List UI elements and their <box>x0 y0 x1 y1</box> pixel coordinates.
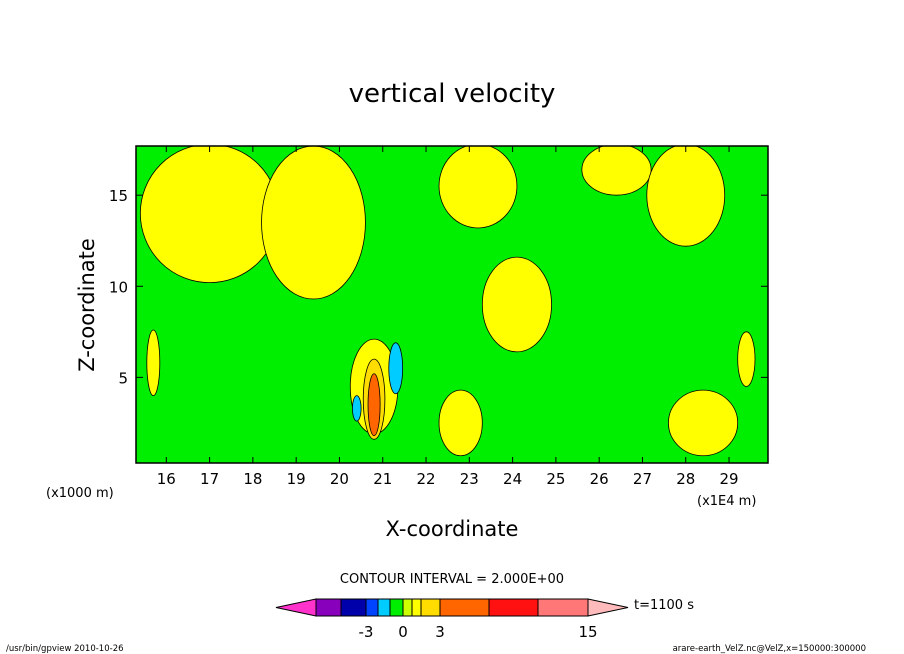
x-tick-label: 23 <box>460 470 479 488</box>
colorbar-segment <box>365 598 379 617</box>
contour-interval-label: CONTOUR INTERVAL = 2.000E+00 <box>340 572 564 587</box>
x-tick-label: 27 <box>633 470 652 488</box>
x-axis-label: X-coordinate <box>386 517 519 541</box>
contour-region-negative <box>352 395 362 422</box>
footer-left: /usr/bin/gpview 2010-10-26 <box>6 644 124 654</box>
x-unit-left: (x1000 m) <box>46 486 114 501</box>
colorbar-tick-label: 15 <box>578 623 597 641</box>
x-tick-label: 18 <box>243 470 262 488</box>
colorbar-upper-triangle <box>587 598 629 617</box>
x-tick-label: 26 <box>590 470 609 488</box>
colorbar-lower-triangle <box>275 598 317 617</box>
contour-region-positive <box>261 146 366 300</box>
x-unit-right: (x1E4 m) <box>697 494 756 509</box>
colorbar-segment <box>488 598 539 617</box>
colorbar-segment <box>315 598 342 617</box>
plot-area: 16 17 18 19 20 21 22 23 24 25 26 27 28 29 5 10 15 <box>109 145 769 488</box>
colorbar-segment <box>377 598 391 617</box>
x-tick-label: 28 <box>676 470 695 488</box>
contour-region-positive <box>481 256 552 353</box>
colorbar-tick-label: 0 <box>398 623 408 641</box>
x-tick-label: 20 <box>330 470 349 488</box>
contour-region-positive <box>139 146 280 284</box>
x-tick-label: 21 <box>373 470 392 488</box>
colorbar-tick-label: 3 <box>435 623 445 641</box>
contour-region-positive <box>737 331 756 387</box>
colorbar-segment <box>389 598 404 617</box>
contour-region-positive <box>438 389 483 457</box>
time-label: t=1100 s <box>634 598 694 613</box>
y-tick-label: 10 <box>109 278 128 296</box>
x-tick-label: 22 <box>416 470 435 488</box>
x-tick-label: 19 <box>287 470 306 488</box>
colorbar-segment <box>411 598 422 617</box>
contour-region-positive <box>668 389 739 457</box>
y-tick-label: 15 <box>109 187 128 205</box>
contour-region-positive <box>146 329 161 396</box>
colorbar-segment <box>340 598 367 617</box>
x-tick-label: 25 <box>546 470 565 488</box>
colorbar: -3 0 3 15 <box>275 598 629 641</box>
contour-region-negative <box>388 342 404 395</box>
x-tick-label: 24 <box>503 470 522 488</box>
x-tick-label: 29 <box>719 470 738 488</box>
colorbar-segment <box>420 598 441 617</box>
plot-frame <box>135 145 769 464</box>
contour-region-positive <box>646 146 726 247</box>
y-tick-label: 5 <box>118 369 128 387</box>
footer-right: arare-earth_VelZ.nc@VelZ,x=150000:300000 <box>673 644 866 654</box>
colorbar-segment <box>402 598 413 617</box>
contour-region-positive <box>581 146 652 196</box>
chart-title: vertical velocity <box>349 79 556 109</box>
colorbar-segment <box>439 598 490 617</box>
x-tick-label: 16 <box>157 470 176 488</box>
x-tick-label: 17 <box>200 470 219 488</box>
contour-region-positive <box>438 146 518 229</box>
y-axis-label: Z-coordinate <box>75 238 99 372</box>
colorbar-segment <box>537 598 589 617</box>
colorbar-tick-label: -3 <box>359 623 374 641</box>
contour-region-positive <box>367 373 381 437</box>
